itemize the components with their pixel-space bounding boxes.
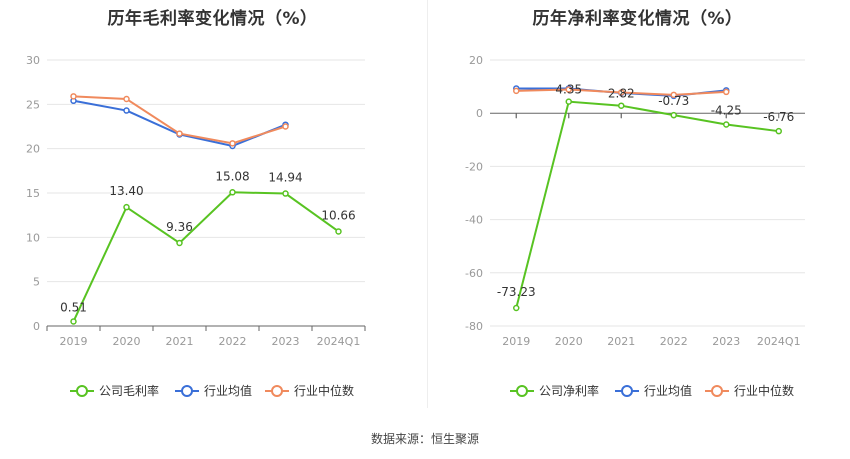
data-label: 9.36: [166, 220, 193, 234]
x-tick-label: 2022: [219, 335, 247, 348]
x-tick-label: 2020: [555, 335, 583, 348]
data-label: -6.76: [763, 110, 794, 124]
data-point-median: [123, 95, 130, 103]
net-margin-chart: -80 -60 -40 -20 0 20 2019 2020 2021 2022 2023 2024Q…: [465, 54, 805, 398]
data-point-median: [618, 89, 625, 96]
legend-marker-avg: [181, 385, 193, 397]
x-tick-label: 2021: [607, 335, 635, 348]
y-tick-label: 5: [33, 276, 40, 289]
data-point-median: [513, 87, 520, 95]
data-point-company: [565, 98, 572, 105]
legend-marker-avg: [621, 385, 633, 397]
gross-margin-chart: 0 5 10 15 20 25 30 2019 2020 2021 2022 2023 2024Q1 0.…: [26, 54, 366, 398]
series-line-avg: [73, 99, 286, 148]
x-tick-label: 2024Q1: [757, 335, 801, 348]
data-point-median: [670, 91, 677, 99]
panel-divider: [427, 0, 428, 408]
data-label: 10.66: [321, 208, 355, 222]
y-tick-label: -20: [465, 160, 483, 173]
legend-label-median: 行业中位数: [294, 383, 354, 398]
data-point-median: [176, 130, 183, 137]
data-point-median: [282, 123, 289, 130]
data-point-median: [565, 86, 572, 93]
y-tick-label: -60: [465, 267, 483, 280]
data-point-company: [229, 189, 236, 196]
y-tick-label: 15: [26, 187, 40, 200]
x-tick-label: 2019: [60, 335, 88, 348]
y-tick-label: 0: [33, 320, 40, 333]
legend-marker-company: [76, 385, 88, 397]
x-tick-label: 2023: [712, 335, 740, 348]
y-tick-label: 30: [26, 54, 40, 67]
chart-title-net-margin: 历年净利率变化情况（%）: [532, 9, 743, 29]
data-point-median: [70, 93, 77, 100]
chart-title-gross-margin: 历年毛利率变化情况（%）: [107, 9, 318, 29]
legend-label-avg: 行业均值: [204, 383, 252, 398]
data-point-company: [123, 203, 130, 211]
y-tick-label: 25: [26, 98, 40, 111]
x-tick-label: 2019: [502, 335, 530, 348]
data-label: 13.40: [109, 184, 143, 198]
x-tick-label: 2021: [166, 335, 194, 348]
data-point-company: [513, 304, 520, 312]
data-point-company: [176, 239, 183, 247]
y-tick-label: 20: [469, 54, 483, 67]
data-point-company: [618, 102, 625, 109]
data-point-company: [70, 318, 77, 325]
x-tick-label: 2022: [660, 335, 688, 348]
legend-label-median: 行业中位数: [734, 383, 794, 398]
y-tick-label: 0: [476, 107, 483, 120]
y-tick-label: -40: [465, 214, 483, 227]
x-tick-label: 2023: [272, 335, 300, 348]
legend-label-company: 公司毛利率: [99, 383, 159, 398]
legend-marker-company: [516, 385, 528, 397]
series-line-company: [515, 100, 779, 309]
legend-label-avg: 行业均值: [644, 383, 692, 398]
data-point-median: [723, 88, 730, 96]
data-point-avg: [123, 107, 130, 114]
data-label: -0.73: [658, 94, 689, 108]
data-point-median: [229, 140, 236, 147]
data-label: 15.08: [215, 169, 249, 183]
data-label: -73.23: [497, 285, 536, 299]
data-label: -4.25: [711, 104, 742, 118]
legend-marker-median: [711, 385, 723, 397]
series-line-company: [72, 191, 340, 322]
data-point-company: [670, 111, 677, 119]
data-label: 14.94: [268, 171, 302, 185]
legend-marker-median: [271, 385, 283, 397]
data-point-company: [282, 190, 289, 197]
x-tick-label: 2020: [113, 335, 141, 348]
data-label: 2.82: [608, 87, 635, 101]
data-label: 4.35: [555, 83, 582, 97]
data-label: 0.51: [60, 300, 87, 314]
data-point-company: [723, 121, 730, 128]
y-tick-label: 20: [26, 143, 40, 156]
y-tick-label: 10: [26, 231, 40, 244]
legend-label-company: 公司净利率: [539, 383, 599, 398]
charts-canvas: 0 5 10 15 20 25 30 2019 2020 2021 2022 2023 2024Q1 0.…: [26, 54, 805, 398]
data-source-note: 数据来源：恒生聚源: [370, 432, 479, 446]
data-point-company: [775, 127, 782, 135]
y-tick-label: -80: [465, 320, 483, 333]
data-point-company: [335, 228, 342, 235]
x-tick-label: 2024Q1: [317, 335, 361, 348]
